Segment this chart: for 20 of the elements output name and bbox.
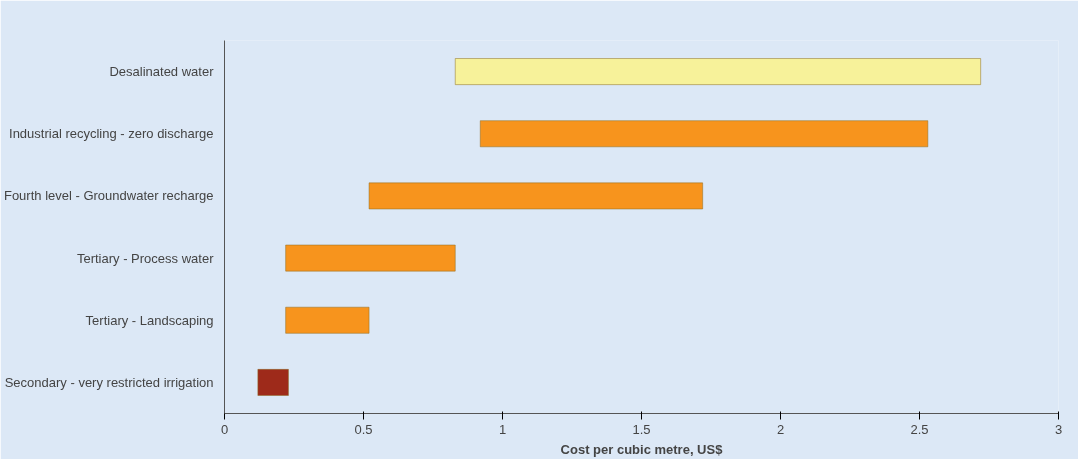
bar [454, 58, 981, 85]
x-tick-label: 1 [498, 421, 507, 437]
x-tick-label: 0 [220, 421, 229, 437]
y-tick-label: Industrial recycling - zero discharge [9, 126, 214, 142]
x-tick-label: 1.5 [632, 421, 651, 437]
x-tick-label: 2.5 [910, 421, 929, 437]
y-tick-label: Desalinated water [109, 64, 215, 80]
bar [368, 182, 703, 210]
x-tick-label: 3 [1054, 421, 1063, 437]
x-tick-label: 0.5 [354, 421, 373, 437]
x-tick-label: 2 [776, 421, 785, 437]
y-tick-label: Secondary - very restricted irrigation [4, 374, 214, 390]
y-tick-label: Fourth level - Groundwater recharge [3, 188, 214, 204]
x-axis-title: Cost per cubic metre, US$ [560, 441, 724, 457]
bar [257, 369, 289, 396]
bar [285, 306, 370, 334]
bar [480, 120, 929, 148]
y-tick-label: Tertiary - Process water [76, 250, 215, 266]
y-tick-label: Tertiary - Landscaping [85, 312, 214, 328]
bar [285, 244, 456, 272]
